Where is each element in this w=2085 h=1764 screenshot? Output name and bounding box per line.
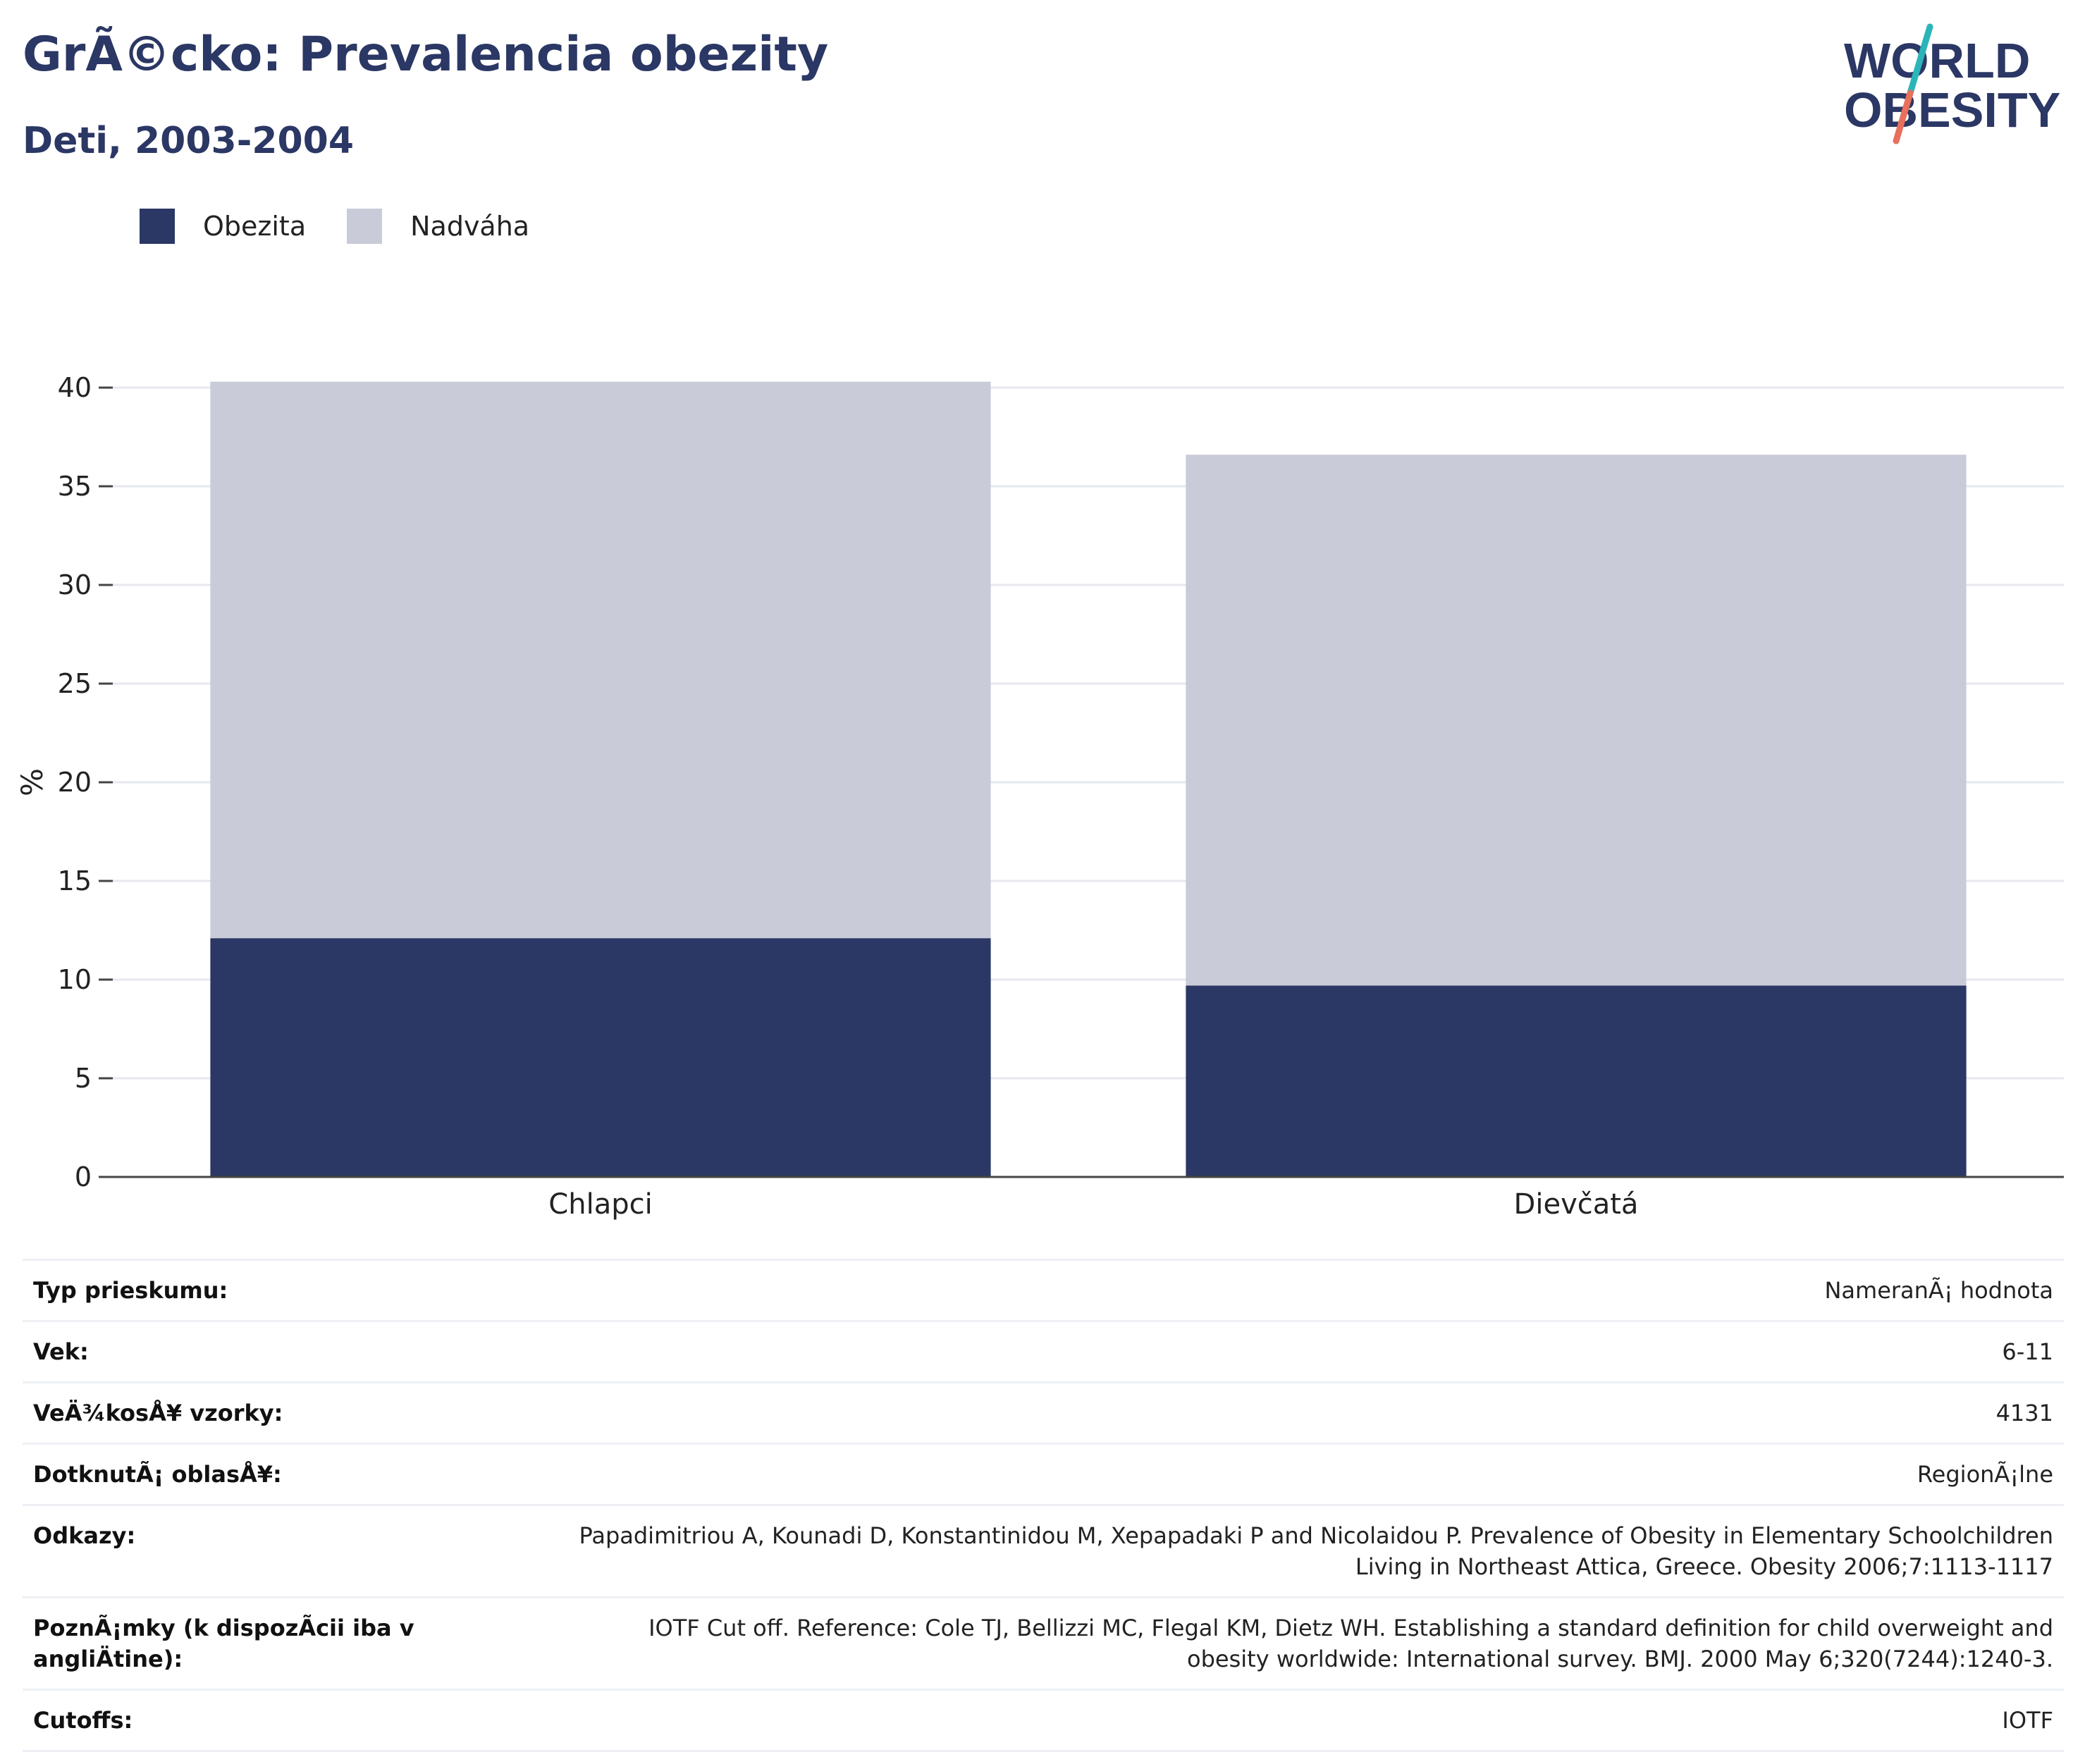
detail-label: DotknutÃ¡ oblasÅ¥: (23, 1443, 565, 1505)
legend-swatch-overweight (347, 209, 383, 244)
detail-value: RegionÃ¡lne (565, 1443, 2064, 1505)
y-tick-label: 40 (58, 372, 92, 403)
detail-value: NameranÃ¡ hodnota (565, 1259, 2064, 1321)
detail-label: Vek: (23, 1320, 565, 1383)
bar-obesity (210, 938, 991, 1177)
y-tick-label: 35 (58, 471, 92, 502)
y-tick-label: 25 (58, 668, 92, 699)
x-tick-label: Chlapci (548, 1188, 652, 1221)
legend-swatch-obesity (140, 209, 175, 244)
legend-item-overweight[interactable]: Nadváha (347, 209, 529, 244)
world-obesity-logo: WORLD OBESITY (1844, 23, 2060, 144)
detail-row: DotknutÃ¡ oblasÅ¥: RegionÃ¡lne (23, 1443, 2064, 1505)
detail-row: PoznÃ¡mky (k dispozÃcii iba v angliÄtine… (23, 1596, 2064, 1690)
detail-label: PoznÃ¡mky (k dispozÃcii iba v angliÄtine… (23, 1596, 565, 1690)
legend-label-obesity: Obezita (203, 211, 307, 242)
y-tick-label: 15 (58, 865, 92, 896)
bar-overweight (1186, 455, 1967, 986)
detail-value: Papadimitriou A, Kounadi D, Konstantinid… (565, 1504, 2064, 1598)
detail-value: 4131 (565, 1381, 2064, 1444)
y-tick-label: 10 (58, 964, 92, 995)
detail-row: Vek: 6-11 (23, 1320, 2064, 1383)
detail-row: Typ prieskumu: NameranÃ¡ hodnota (23, 1259, 2064, 1321)
detail-row: Odkazy: Papadimitriou A, Kounadi D, Kons… (23, 1504, 2064, 1598)
bar-chart: 0 5 10 15 20 25 30 35 40% Chlapci Dievčatá (15, 372, 2064, 1221)
bar-obesity (1186, 985, 1967, 1177)
y-tick-label: 20 (58, 767, 92, 798)
detail-value: IOTF Cut off. Reference: Cole TJ, Belliz… (565, 1596, 2064, 1690)
page-title: GrÃ©cko: Prevalencia obezity (23, 27, 829, 82)
detail-row: Cutoffs: IOTF (23, 1689, 2064, 1752)
detail-value: IOTF (565, 1689, 2064, 1752)
y-axis-label: % (15, 768, 49, 796)
detail-label: Typ prieskumu: (23, 1259, 565, 1321)
chart-legend: Obezita Nadváha (140, 209, 570, 244)
svg-text:WORLD: WORLD (1844, 33, 2030, 88)
detail-label: Cutoffs: (23, 1689, 565, 1752)
detail-value: 6-11 (565, 1320, 2064, 1383)
detail-label: VeÄ¾kosÅ¥ vzorky: (23, 1381, 565, 1444)
svg-text:OBESITY: OBESITY (1844, 82, 2060, 137)
y-tick-label: 0 (75, 1161, 92, 1192)
y-tick-label: 30 (58, 569, 92, 600)
page-subtitle: Deti, 2003-2004 (23, 120, 355, 162)
survey-details-table: Typ prieskumu: NameranÃ¡ hodnota Vek: 6-… (23, 1259, 2064, 1752)
x-tick-label: Dievčatá (1514, 1188, 1639, 1221)
detail-label: Odkazy: (23, 1504, 565, 1598)
detail-row: VeÄ¾kosÅ¥ vzorky: 4131 (23, 1381, 2064, 1444)
y-tick-label: 5 (75, 1063, 92, 1094)
legend-item-obesity[interactable]: Obezita (140, 209, 306, 244)
bar-overweight (210, 381, 991, 939)
legend-label-overweight: Nadváha (410, 211, 530, 242)
